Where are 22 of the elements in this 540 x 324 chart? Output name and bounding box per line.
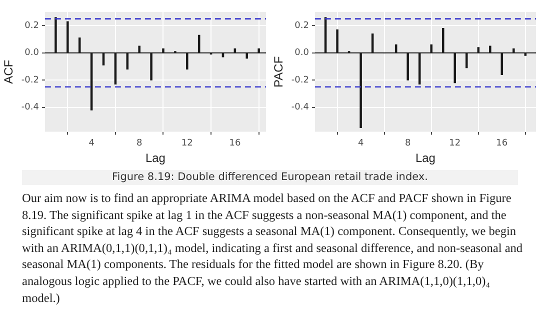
y-tick-label: -0.2 <box>21 75 39 86</box>
y-tick-label: -0.4 <box>291 102 310 113</box>
x-axis-title: Lag <box>145 151 166 166</box>
x-tick-label: 8 <box>136 138 142 149</box>
x-tick-label: 16 <box>496 138 508 149</box>
y-axis-title: ACF <box>2 60 16 84</box>
y-tick-label: 0.0 <box>294 48 310 58</box>
x-tick-label: 12 <box>181 138 193 149</box>
y-tick-label: -0.2 <box>291 75 309 86</box>
x-tick-label: 4 <box>88 138 95 149</box>
x-tick-label: 8 <box>404 138 411 149</box>
x-tick-label: 16 <box>229 138 241 149</box>
y-tick-label: 0.2 <box>294 20 309 31</box>
y-axis-title: PACF <box>272 56 286 88</box>
caption: Figure 8.19: Double differenced European retail trade index. <box>22 170 518 185</box>
y-tick-label: -0.4 <box>21 102 40 113</box>
x-tick-label: 12 <box>449 138 461 149</box>
x-axis-title: Lag <box>415 151 436 166</box>
y-tick-label: 0.0 <box>24 48 40 58</box>
y-tick-label: 0.2 <box>24 20 39 31</box>
x-tick-label: 4 <box>358 138 364 149</box>
text: Our aim now is to find an appropriate ARIMA model based on the ACF and PACF shown in Figure 8.19. The significant spike at lag 1 in the ACF suggests a non-seasonal MA(1) component, and the significant spike at lag 4 in the ACF suggests a seasonal MA(1) component. Consequently, we begin with an ARIMA(0,1,1)(0,1,1)₄ model, indicating a first and seasonal difference, and non-seasonal and seasonal MA(1) components. The residuals for the fitted model are shown in Figure 8.20. (By analogous logic applied to the PACF, we could also have started with an ARIMA(1,1,0)(1,1,0)₄ model.) <box>22 190 524 306</box>
